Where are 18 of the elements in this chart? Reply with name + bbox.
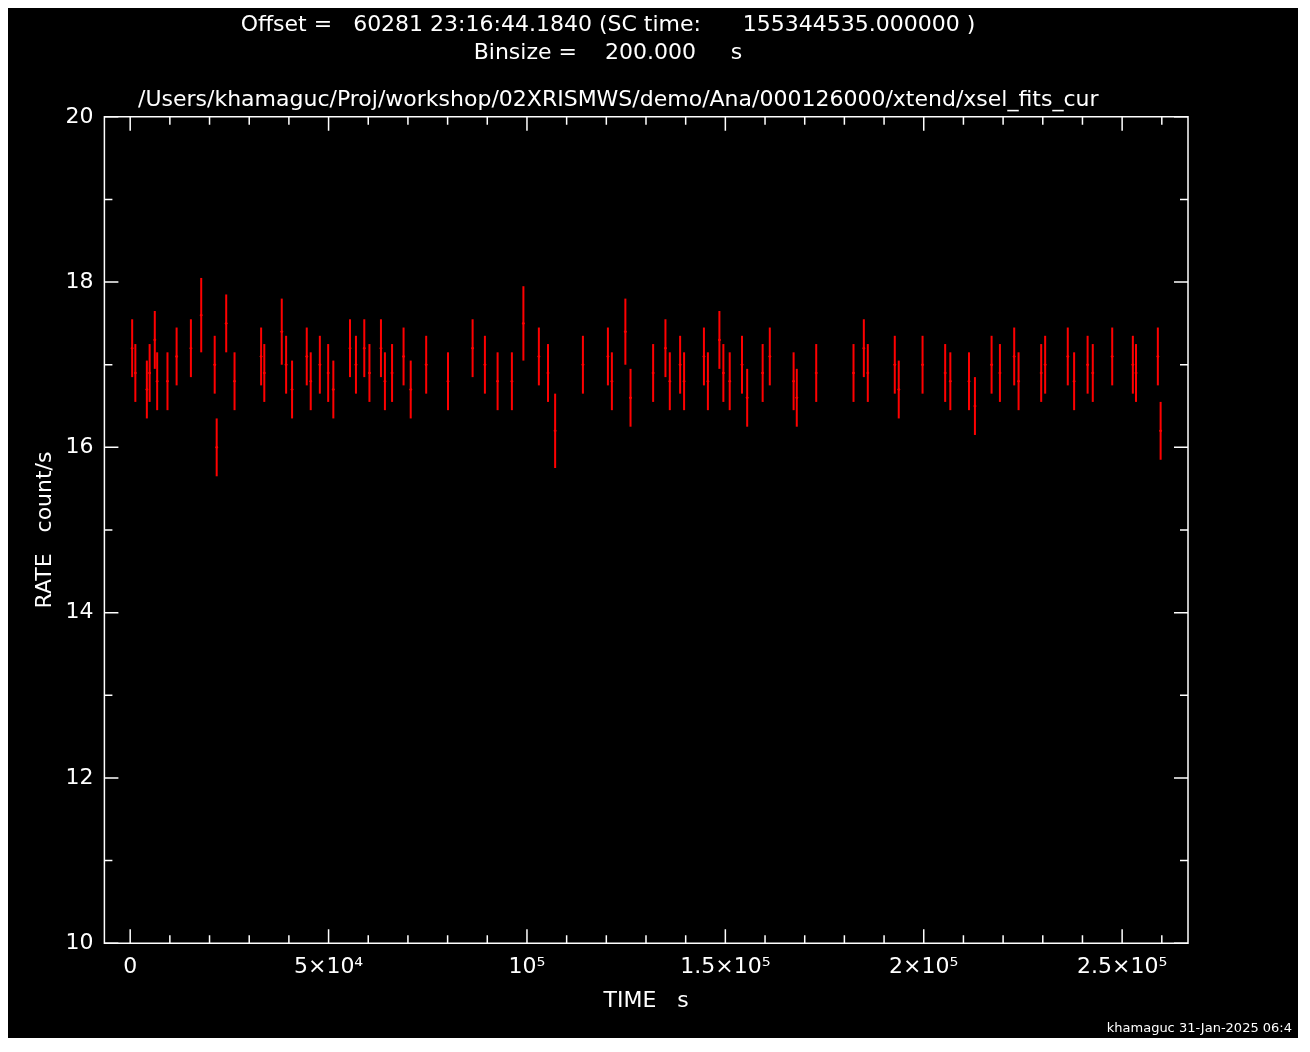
x-tick-label: 5×10⁴ — [293, 953, 364, 979]
y-tick-label: 12 — [65, 763, 94, 789]
y-tick-label: 14 — [65, 598, 94, 624]
y-tick-label: 20 — [65, 102, 94, 128]
y-axis-title: RATE count/s — [30, 451, 56, 609]
x-tick-label: 10⁵ — [508, 953, 546, 979]
x-tick-label: 0 — [123, 953, 138, 979]
text: /Users/khamaguc/Proj/workshop/02XRISMWS/demo/Ana/000126000/xtend/xsel_fits_cur — [138, 86, 1100, 112]
x-tick-label: 2×10⁵ — [889, 953, 959, 979]
text: khamaguc 31-Jan-2025 06:4 — [1106, 1020, 1292, 1035]
chart-subtitle: Binsize = 200.000 s — [473, 39, 743, 65]
x-tick-label: 1.5×10⁵ — [680, 953, 771, 979]
y-tick-label: 16 — [65, 433, 94, 459]
y-tick-label: 10 — [65, 928, 94, 954]
y-tick-label: 18 — [65, 267, 94, 293]
chart-title: Offset = 60281 23:16:44.1840 (SC time: 155344535.000000 ) — [240, 10, 976, 36]
x-tick-label: 2.5×10⁵ — [1077, 953, 1168, 979]
x-axis-title: TIME s — [602, 986, 689, 1012]
